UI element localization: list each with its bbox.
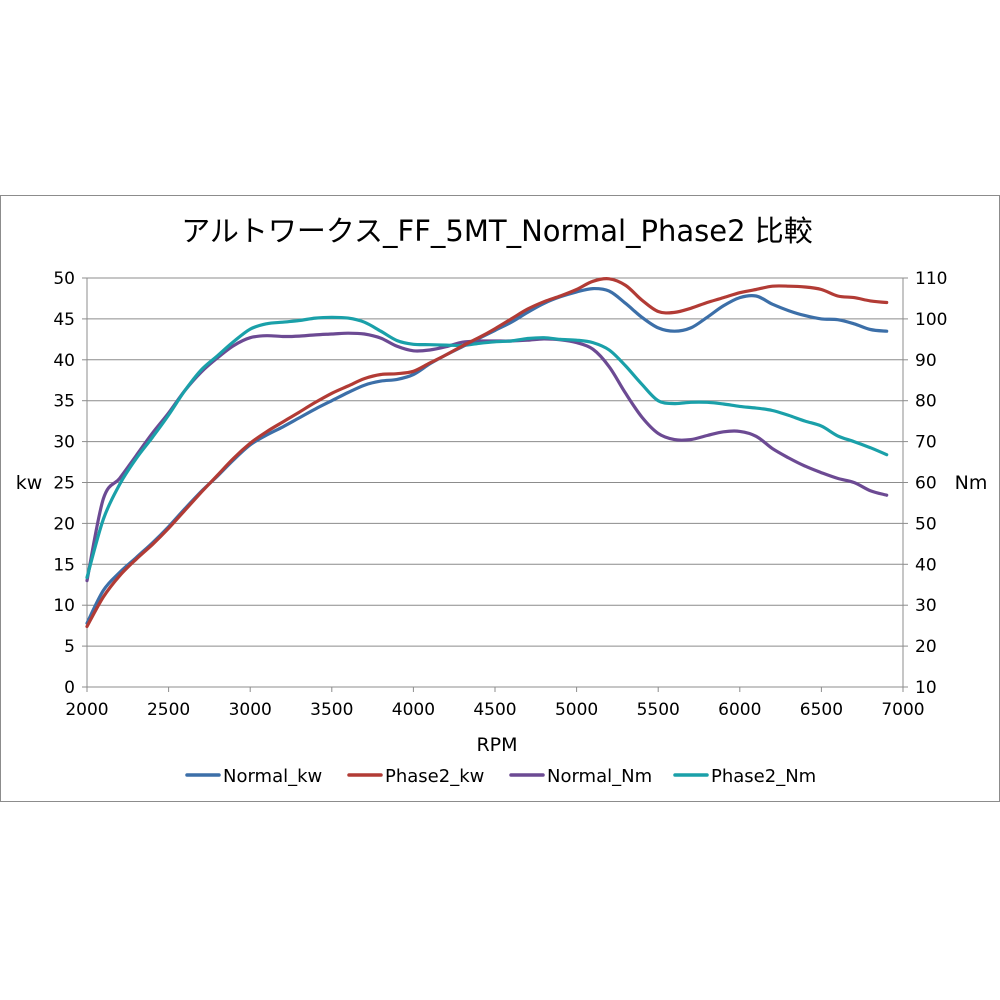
tick-labels: 0 10 5 20 10 30 15 40 20 50 25 60 30 70 35 80 40 90 45 100 5… [53,269,947,720]
series-line-phase2-kw [85,277,889,629]
legend-label: Phase2_kw [385,766,484,787]
y-right-axis-title: Nm [955,472,988,494]
x-tick-label: 6500 [800,700,843,720]
x-tick-label: 2500 [147,700,190,720]
y-right-tick-label: 100 [915,310,947,330]
y-left-tick-label: 25 [53,474,75,494]
y-right-tick-label: 80 [915,392,937,412]
y-right-tick-label: 60 [915,474,937,494]
y-right-tick-label: 110 [915,269,947,289]
y-left-tick-label: 45 [53,310,75,330]
y-left-axis-title: kw [16,472,43,494]
series-line-phase2-nm [85,315,889,579]
y-left-tick-label: 5 [64,637,75,657]
y-right-tick-label: 90 [915,351,937,371]
y-left-tick-label: 35 [53,392,75,412]
x-tick-label: 6000 [718,700,761,720]
x-tick-label: 7000 [881,700,924,720]
legend-label: Phase2_Nm [711,766,816,787]
series-line-normal-nm [85,331,889,583]
x-tick-label: 3000 [229,700,272,720]
series-lines [85,277,889,629]
legend-label: Normal_Nm [547,766,652,787]
y-left-tick-label: 20 [53,514,75,534]
y-right-tick-label: 20 [915,637,937,657]
gridlines [82,277,908,692]
chart-title: アルトワークス_FF_5MT_Normal_Phase2 比較 [181,214,813,248]
x-tick-label: 5500 [637,700,680,720]
legend-label: Normal_kw [223,766,322,787]
x-tick-label: 4500 [473,700,516,720]
y-right-tick-label: 30 [915,596,937,616]
series-line-normal-kw [85,286,889,625]
y-left-tick-label: 30 [53,433,75,453]
y-right-tick-label: 50 [915,514,937,534]
y-right-tick-label: 40 [915,555,937,575]
y-left-tick-label: 15 [53,555,75,575]
x-tick-label: 5000 [555,700,598,720]
y-left-tick-label: 40 [53,351,75,371]
x-tick-label: 4000 [392,700,435,720]
x-tick-label: 3500 [310,700,353,720]
y-left-tick-label: 10 [53,596,75,616]
x-tick-label: 2000 [65,700,108,720]
y-right-tick-label: 70 [915,433,937,453]
y-left-tick-label: 0 [64,678,75,698]
y-left-tick-label: 50 [53,269,75,289]
y-right-tick-label: 10 [915,678,937,698]
legend: Normal_kw Phase2_kw Normal_Nm Phase2_Nm [185,766,816,787]
x-axis-title: RPM [476,734,517,756]
